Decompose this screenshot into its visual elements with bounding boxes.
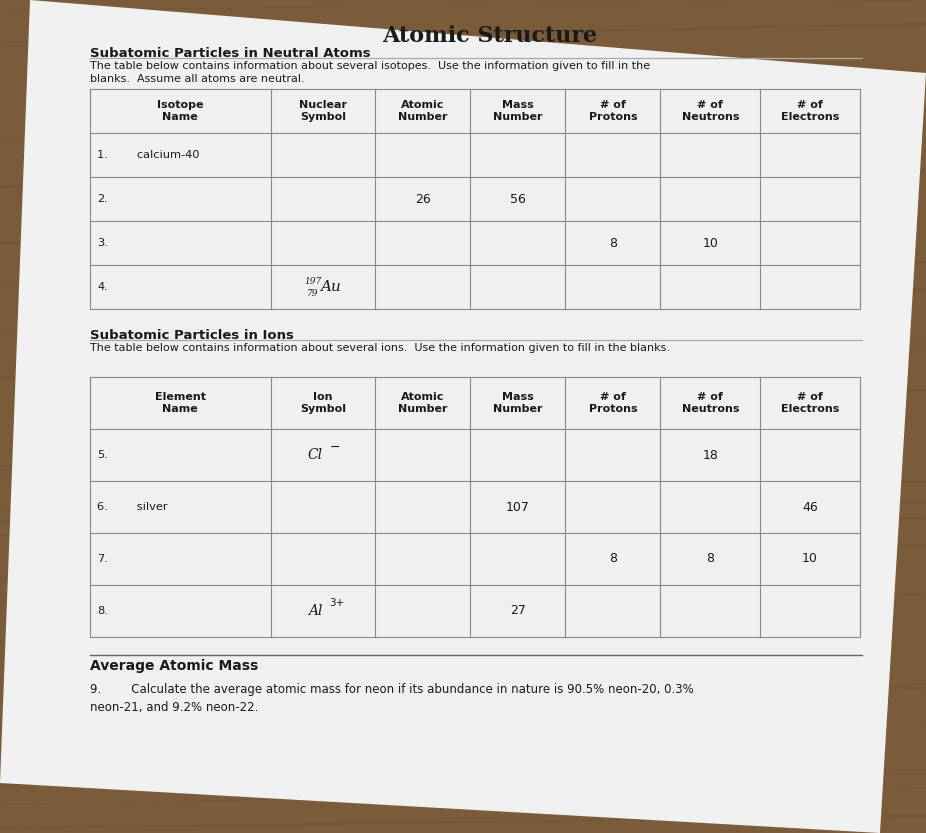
Text: Al: Al [307,604,322,618]
Text: Cl: Cl [307,448,322,462]
Text: 3+: 3+ [330,598,344,608]
Text: 6.        silver: 6. silver [97,502,168,512]
Text: # of
Neutrons: # of Neutrons [682,392,739,414]
Text: Atomic
Number: Atomic Number [398,392,447,414]
Text: 56: 56 [510,192,526,206]
Text: # of
Protons: # of Protons [589,100,637,122]
Text: 8.: 8. [97,606,107,616]
Text: # of
Neutrons: # of Neutrons [682,100,739,122]
Text: 4.: 4. [97,282,107,292]
Text: 46: 46 [802,501,818,513]
Text: 8: 8 [608,552,617,566]
Text: 10: 10 [802,552,818,566]
Text: 9.        Calculate the average atomic mass for neon if its abundance in nature : 9. Calculate the average atomic mass for… [90,683,694,696]
Text: Mass
Number: Mass Number [493,392,543,414]
Text: 197: 197 [305,277,321,286]
Text: Average Atomic Mass: Average Atomic Mass [90,659,258,673]
Text: 8: 8 [608,237,617,250]
Text: Element
Name: Element Name [155,392,206,414]
Text: The table below contains information about several ions.  Use the information gi: The table below contains information abo… [90,343,670,353]
Text: 7.: 7. [97,554,107,564]
Text: # of
Electrons: # of Electrons [781,100,839,122]
Text: 1.        calcium-40: 1. calcium-40 [97,150,199,160]
Text: 8: 8 [707,552,714,566]
Text: Ion
Symbol: Ion Symbol [300,392,346,414]
Text: The table below contains information about several isotopes.  Use the informatio: The table below contains information abo… [90,61,650,84]
Text: Atomic Structure: Atomic Structure [382,25,597,47]
Text: 79: 79 [307,288,319,297]
Text: 107: 107 [506,501,530,513]
Text: 27: 27 [510,605,526,617]
Text: −: − [330,441,340,453]
Text: 3.: 3. [97,238,107,248]
Text: Isotope
Name: Isotope Name [157,100,204,122]
Text: 5.: 5. [97,450,107,460]
Text: Mass
Number: Mass Number [493,100,543,122]
Text: Nuclear
Symbol: Nuclear Symbol [299,100,347,122]
Text: neon-21, and 9.2% neon-22.: neon-21, and 9.2% neon-22. [90,701,258,714]
Text: Subatomic Particles in Neutral Atoms: Subatomic Particles in Neutral Atoms [90,47,370,60]
Text: 18: 18 [702,448,719,461]
Text: Subatomic Particles in Ions: Subatomic Particles in Ions [90,329,294,342]
Text: Atomic
Number: Atomic Number [398,100,447,122]
Text: # of
Electrons: # of Electrons [781,392,839,414]
Text: 26: 26 [415,192,431,206]
Text: 2.: 2. [97,194,107,204]
Text: 10: 10 [702,237,719,250]
Text: # of
Protons: # of Protons [589,392,637,414]
Text: Au: Au [320,280,342,294]
